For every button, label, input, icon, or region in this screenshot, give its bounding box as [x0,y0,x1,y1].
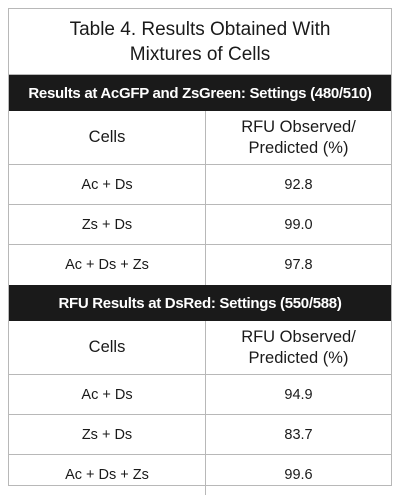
cells-value: Zs + Ds [9,415,206,454]
cells-value: Ac + Ds [9,375,206,414]
rfu-header-line-2: Predicted (%) [248,348,349,367]
table-title: Table 4. Results Obtained With Mixtures … [9,9,391,75]
table-row: Zs + Ds 83.7 [9,415,391,455]
rfu-header-line-1: RFU Observed/ [241,327,356,346]
cells-column-header: Cells [9,321,206,374]
table-row: Ac + Ds 94.9 [9,375,391,415]
table-title-line-2: Mixtures of Cells [129,43,271,65]
cells-value: Ac + Ds + Zs [9,455,206,495]
cells-value: Ac + Ds + Zs [9,245,206,285]
column-header-row: Cells RFU Observed/ Predicted (%) [9,111,391,165]
results-table: Table 4. Results Obtained With Mixtures … [8,8,392,495]
rfu-column-header: RFU Observed/ Predicted (%) [206,321,391,374]
rfu-value: 83.7 [284,426,313,443]
rfu-value: 97.8 [284,257,313,273]
table-title-line-1: Table 4. Results Obtained With [69,18,331,40]
rfu-value: 99.6 [284,467,313,483]
rfu-header-line-1: RFU Observed/ [241,117,356,136]
cells-value: Zs + Ds [9,205,206,244]
rfu-value: 99.0 [284,216,313,233]
column-header-row: Cells RFU Observed/ Predicted (%) [9,321,391,375]
table-row: Ac + Ds 92.8 [9,165,391,205]
table-row: Zs + Ds 99.0 [9,205,391,245]
rfu-value: 92.8 [284,176,313,193]
rfu-header-line-2: Predicted (%) [248,138,349,157]
section-dsred: Cells RFU Observed/ Predicted (%) Ac + D… [9,321,391,495]
section-acgfp-zsgreen: Cells RFU Observed/ Predicted (%) Ac + D… [9,111,391,285]
section-heading-acgfp-zsgreen: Results at AcGFP and ZsGreen: Settings (… [9,75,391,111]
section-heading-dsred: RFU Results at DsRed: Settings (550/588) [9,285,391,321]
cells-column-header: Cells [9,111,206,164]
rfu-value: 94.9 [284,386,313,403]
rfu-column-header: RFU Observed/ Predicted (%) [206,111,391,164]
table-row: Ac + Ds + Zs 99.6 [9,455,391,495]
cells-value: Ac + Ds [9,165,206,204]
table-row: Ac + Ds + Zs 97.8 [9,245,391,285]
